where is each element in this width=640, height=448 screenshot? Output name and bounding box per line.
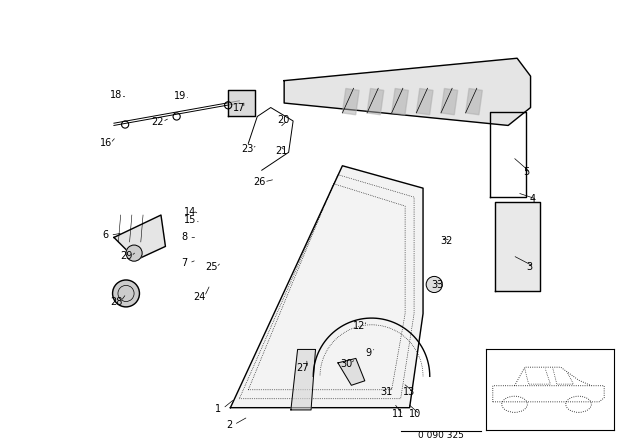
Text: 3: 3 — [527, 262, 532, 271]
Bar — [392, 89, 408, 115]
Text: 14: 14 — [184, 207, 196, 217]
Polygon shape — [495, 202, 540, 291]
Text: 27: 27 — [297, 363, 309, 373]
Bar — [466, 89, 483, 115]
Text: 31: 31 — [380, 387, 392, 396]
Text: 32: 32 — [440, 236, 452, 246]
Text: 4: 4 — [530, 194, 536, 204]
Bar — [441, 89, 458, 115]
Text: 26: 26 — [253, 177, 266, 187]
Text: 29: 29 — [120, 251, 132, 261]
Text: 9: 9 — [365, 348, 371, 358]
Text: 13: 13 — [403, 387, 415, 396]
Bar — [417, 89, 433, 115]
Text: 0 090 325: 0 090 325 — [418, 431, 464, 440]
Text: 8: 8 — [182, 233, 188, 242]
Text: 7: 7 — [182, 258, 188, 268]
Bar — [367, 89, 384, 115]
Text: 22: 22 — [152, 117, 164, 127]
Text: 10: 10 — [410, 409, 422, 419]
Bar — [342, 89, 359, 115]
Text: 25: 25 — [205, 263, 218, 272]
Text: 16: 16 — [100, 138, 112, 148]
Polygon shape — [338, 358, 365, 385]
Text: 12: 12 — [353, 321, 365, 331]
Text: 2: 2 — [227, 420, 232, 430]
Text: 21: 21 — [275, 146, 287, 156]
Text: 24: 24 — [194, 292, 206, 302]
Polygon shape — [284, 58, 531, 125]
Text: 5: 5 — [523, 168, 529, 177]
Polygon shape — [291, 349, 316, 410]
Text: 1: 1 — [215, 404, 221, 414]
Circle shape — [426, 276, 442, 293]
Circle shape — [126, 245, 142, 261]
Polygon shape — [230, 166, 423, 408]
Text: 28: 28 — [110, 297, 122, 306]
Circle shape — [113, 280, 140, 307]
Text: 20: 20 — [277, 115, 289, 125]
Text: 19: 19 — [174, 91, 186, 101]
Text: 18: 18 — [110, 90, 122, 100]
Text: 6: 6 — [103, 230, 109, 240]
Text: 11: 11 — [392, 409, 404, 419]
Text: 30: 30 — [340, 359, 352, 369]
Text: 15: 15 — [184, 215, 196, 225]
Text: 23: 23 — [241, 144, 253, 154]
Text: 33: 33 — [431, 280, 444, 290]
Polygon shape — [228, 90, 255, 116]
Text: 17: 17 — [233, 103, 246, 113]
Polygon shape — [114, 215, 165, 260]
